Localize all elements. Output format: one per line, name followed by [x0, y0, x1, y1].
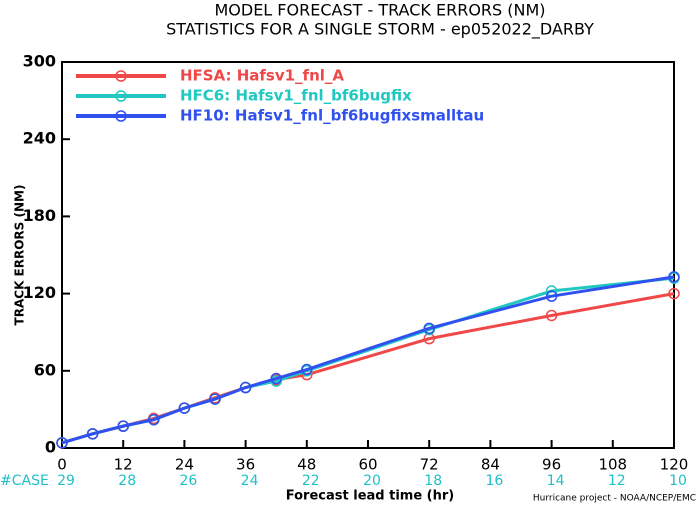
x-tick-label: 108 — [598, 456, 627, 474]
legend-label: HF10: Hafsv1_fnl_bf6bugfixsmalltau — [180, 107, 484, 125]
legend-label: HFSA: Hafsv1_fnl_A — [180, 67, 344, 85]
case-count: 20 — [363, 473, 381, 489]
chart-subtitle: STATISTICS FOR A SINGLE STORM - ep052022… — [166, 20, 594, 40]
chart-title: MODEL FORECAST - TRACK ERRORS (NM) — [214, 1, 545, 20]
x-tick-label: 12 — [114, 456, 133, 474]
y-tick-label: 120 — [23, 283, 56, 302]
case-count: 28 — [118, 473, 136, 489]
x-tick-label: 24 — [175, 456, 194, 474]
x-tick-label: 36 — [236, 456, 255, 474]
x-tick-label: 96 — [542, 456, 561, 474]
point-marker — [423, 322, 435, 335]
point-marker — [270, 372, 282, 385]
point-marker — [668, 287, 680, 300]
point-marker — [239, 381, 252, 394]
point-marker — [209, 393, 221, 405]
point-marker — [148, 413, 160, 426]
case-label: #CASE — [0, 473, 49, 489]
y-axis-label: TRACK ERRORS (NM) — [13, 185, 27, 326]
point-marker — [178, 402, 191, 414]
y-tick-label: 300 — [23, 52, 56, 71]
x-tick-label: 72 — [420, 456, 439, 474]
legend-marker — [115, 70, 127, 82]
x-tick-label: 84 — [481, 456, 500, 474]
point-marker — [545, 290, 558, 302]
case-count: 29 — [57, 473, 75, 489]
y-tick-label: 180 — [23, 206, 56, 225]
point-marker — [545, 309, 558, 322]
point-marker — [668, 271, 680, 283]
case-count: 18 — [424, 473, 442, 489]
case-count: 14 — [547, 473, 565, 489]
x-tick-label: 0 — [57, 456, 67, 474]
point-marker — [301, 363, 313, 376]
footnote: Hurricane project - NOAA/NCEP/EMC — [533, 494, 696, 504]
y-tick-label: 60 — [34, 360, 56, 379]
case-count: 26 — [179, 473, 197, 489]
case-count: 22 — [302, 473, 320, 489]
case-count: 12 — [608, 473, 626, 489]
point-marker — [86, 428, 99, 440]
legend-marker — [115, 110, 127, 122]
y-tick-label: 0 — [45, 438, 56, 457]
y-tick-label: 240 — [23, 129, 56, 148]
x-tick-label: 120 — [660, 456, 689, 474]
x-tick-label: 48 — [297, 456, 316, 474]
x-tick-label: 60 — [358, 456, 377, 474]
legend-marker — [115, 90, 127, 102]
case-count: 10 — [669, 473, 687, 489]
point-marker — [117, 420, 129, 432]
case-count: 24 — [241, 473, 259, 489]
case-count: 16 — [485, 473, 503, 489]
legend-label: HFC6: Hafsv1_fnl_bf6bugfix — [180, 87, 412, 105]
x-axis-label: Forecast lead time (hr) — [286, 489, 454, 504]
point-marker — [56, 437, 68, 449]
